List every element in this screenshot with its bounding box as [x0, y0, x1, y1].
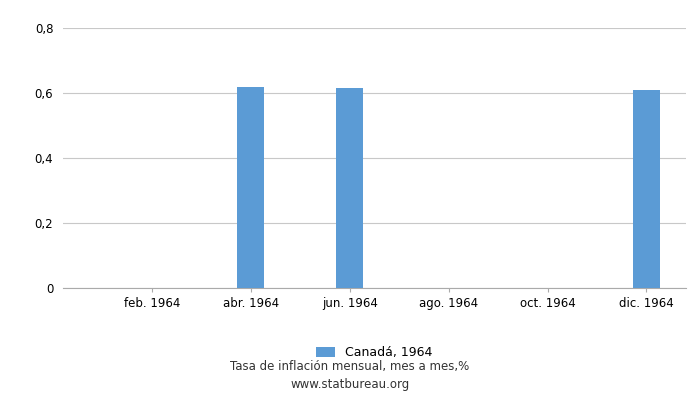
Legend: Canadá, 1964: Canadá, 1964 — [312, 341, 438, 364]
Bar — [237, 86, 265, 288]
Text: www.statbureau.org: www.statbureau.org — [290, 378, 410, 391]
Bar — [633, 90, 660, 288]
Text: Tasa de inflación mensual, mes a mes,%: Tasa de inflación mensual, mes a mes,% — [230, 360, 470, 373]
Bar — [336, 88, 363, 288]
